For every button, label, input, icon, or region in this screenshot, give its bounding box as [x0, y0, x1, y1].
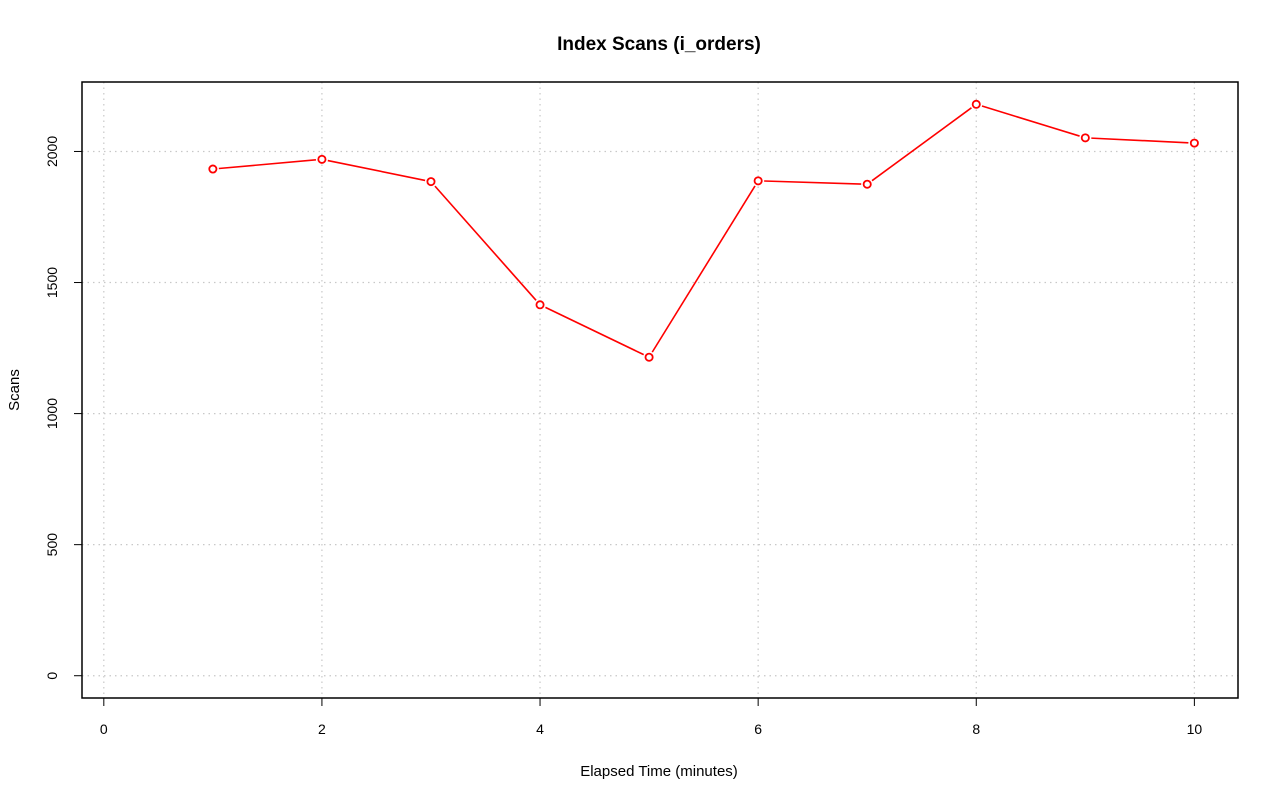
data-point — [1080, 133, 1090, 143]
data-point — [317, 154, 327, 164]
data-point — [644, 352, 654, 362]
data-point — [862, 179, 872, 189]
y-tick-label: 1500 — [44, 267, 60, 298]
x-axis-label: Elapsed Time (minutes) — [580, 763, 738, 780]
data-point — [426, 177, 436, 187]
x-tick-label: 6 — [754, 721, 762, 737]
series-line-segment — [1091, 137, 1189, 144]
series-line-segment — [218, 159, 317, 170]
y-axis-label: Scans — [6, 369, 23, 411]
y-tick-label: 0 — [44, 672, 60, 680]
x-tick-label: 0 — [100, 721, 108, 737]
x-tick-label: 4 — [536, 721, 544, 737]
data-point — [971, 99, 981, 109]
series-line-segment — [651, 185, 756, 353]
series-line-segment — [981, 105, 1080, 137]
series-line-segment — [871, 107, 972, 182]
series-line-segment — [764, 180, 862, 185]
plot-frame — [81, 81, 1239, 699]
series-line-segment — [545, 306, 645, 356]
series-line-segment — [434, 185, 537, 301]
x-tick-label: 8 — [972, 721, 980, 737]
data-point — [753, 176, 763, 186]
data-point — [208, 164, 218, 174]
series-line-segment — [327, 159, 426, 182]
grid-lines — [82, 82, 1238, 698]
axis-ticks: 0 2 4 6 8 10 0 500 1000 1500 2000 — [44, 136, 1202, 737]
data-series — [208, 99, 1199, 362]
chart-title: Index Scans (i_orders) — [557, 34, 761, 55]
y-tick-label: 500 — [44, 533, 60, 557]
data-point — [1189, 138, 1199, 148]
x-tick-label: 10 — [1187, 721, 1203, 737]
y-tick-label: 2000 — [44, 136, 60, 167]
y-tick-label: 1000 — [44, 398, 60, 429]
x-tick-label: 2 — [318, 721, 326, 737]
data-point — [535, 300, 545, 310]
